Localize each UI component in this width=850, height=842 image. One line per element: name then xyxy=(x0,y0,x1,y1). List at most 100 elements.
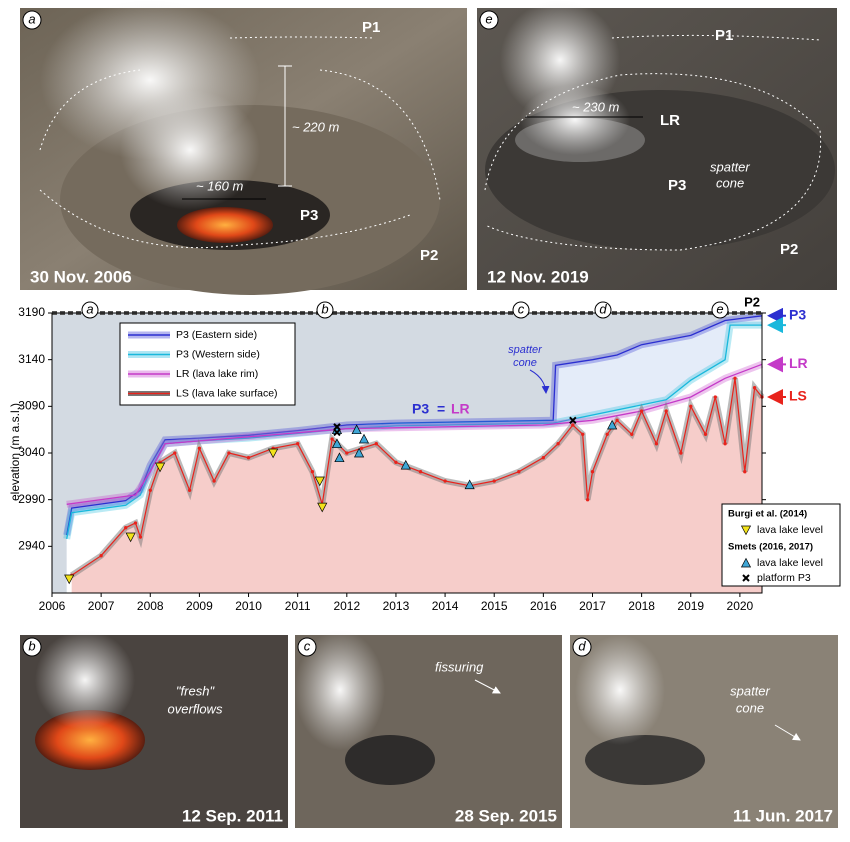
x-tick-label: 2011 xyxy=(285,599,311,613)
photo-b: b "fresh" overflows 12 Sep. 2011 xyxy=(20,630,288,828)
annotation: P3 xyxy=(412,401,429,417)
photo-marker xyxy=(594,301,612,319)
photo-label: cone xyxy=(716,175,744,190)
x-tick-label: 2019 xyxy=(677,599,704,613)
photo-d: d spatter cone 11 Jun. 2017 xyxy=(570,635,838,828)
triangle-up-marker xyxy=(351,424,362,435)
legend-box xyxy=(721,503,841,587)
legend-label: P3 (Eastern side) xyxy=(176,329,257,341)
x-marker xyxy=(333,423,341,431)
x-tick-label: 2014 xyxy=(432,599,459,613)
photo-c: c fissuring 28 Sep. 2015 xyxy=(295,630,562,828)
photo-marker xyxy=(81,301,99,319)
photo-marker-label: a xyxy=(86,301,93,316)
photo-label: fissuring xyxy=(435,659,484,674)
annotation: spatter xyxy=(508,344,543,356)
photo-label: P3 xyxy=(300,207,318,224)
photo-date: 12 Nov. 2019 xyxy=(487,267,589,286)
triangle-down-marker xyxy=(125,532,136,543)
x-tick-label: 2012 xyxy=(333,599,360,613)
legend-label: P3 (Western side) xyxy=(176,348,260,360)
x-tick-label: 2007 xyxy=(88,599,115,613)
photo-letter: d xyxy=(578,638,586,653)
x-tick-label: 2017 xyxy=(579,599,606,613)
triangle-up-marker xyxy=(354,447,365,458)
photo-marker xyxy=(711,301,729,319)
x-tick-label: 2010 xyxy=(235,599,262,613)
triangle-up-marker xyxy=(334,452,345,463)
legend-label: LS (lava lake surface) xyxy=(176,387,278,399)
x-tick-label: 2006 xyxy=(39,599,66,613)
photo-label: "fresh" xyxy=(176,683,216,698)
photo-label: P3 xyxy=(668,177,686,194)
x-tick-label: 2009 xyxy=(186,599,213,613)
photo-date: 30 Nov. 2006 xyxy=(30,267,132,286)
chart: P2 2940 2990 3040 3090 3140 3190 2006 2007 2008 20… xyxy=(18,294,841,613)
photo-letter: e xyxy=(485,11,492,26)
legend-title: Smets (2016, 2017) xyxy=(728,542,813,553)
triangle-up-marker xyxy=(607,419,618,430)
photo-date: 28 Sep. 2015 xyxy=(455,806,557,825)
photo-a: a P1 ~ 220 m ~ 160 m P3 P2 30 Nov. 2006 xyxy=(20,0,467,295)
x-marker xyxy=(333,428,341,437)
x-tick-label: 2008 xyxy=(137,599,164,613)
photo-label: ~ 220 m xyxy=(292,119,340,134)
x-tick-label: 2016 xyxy=(530,599,557,613)
annotation: cone xyxy=(513,357,537,369)
photo-label: ~ 160 m xyxy=(196,178,244,193)
photo-label: spatter xyxy=(730,683,770,698)
y-tick-label: 3040 xyxy=(18,445,45,459)
photo-label: P1 xyxy=(715,27,733,44)
x-marker xyxy=(569,416,577,425)
photo-date: 12 Sep. 2011 xyxy=(182,806,283,825)
y-tick-label: 3190 xyxy=(18,305,45,319)
triangle-down-marker xyxy=(268,448,279,459)
triangle-up-marker xyxy=(358,433,370,444)
photo-marker-label: c xyxy=(518,301,525,316)
y-tick-label: 3140 xyxy=(18,352,45,366)
y-tick-label: 2940 xyxy=(18,539,45,553)
photo-label: LR xyxy=(660,112,680,129)
legend-label: platform P3 xyxy=(757,572,811,584)
triangle-down-marker xyxy=(155,462,166,473)
photo-marker-label: d xyxy=(599,301,607,316)
triangle-up-marker xyxy=(331,438,343,449)
triangle-down-marker xyxy=(314,476,325,487)
y-tick-label: 2990 xyxy=(18,492,45,506)
end-label: P3 xyxy=(789,307,806,323)
photo-letter: a xyxy=(28,11,35,26)
y-axis-title: elevation (m a.s.l.) xyxy=(8,403,22,501)
photo-marker xyxy=(512,301,530,319)
y-tick-label: 3090 xyxy=(18,399,45,413)
photo-label: spatter xyxy=(710,159,750,174)
triangle-down-marker xyxy=(64,574,75,585)
x-tick-label: 2013 xyxy=(383,599,410,613)
marker-legend: Burgi et al. (2014) lava lake level Smets … xyxy=(721,503,841,587)
x-tick-label: 2018 xyxy=(628,599,655,613)
annotation: LR xyxy=(451,401,470,417)
photo-marker-label: b xyxy=(321,301,328,316)
legend-symbol xyxy=(740,525,752,536)
legend-title: Burgi et al. (2014) xyxy=(728,509,807,520)
annotation: = xyxy=(437,401,445,417)
annotation-arrow xyxy=(529,369,550,394)
triangle-up-marker xyxy=(400,459,411,470)
photo-label: P1 xyxy=(362,19,380,36)
legend-symbol xyxy=(742,574,750,582)
legend-label: LR (lava lake rim) xyxy=(176,368,258,380)
legend-symbol xyxy=(740,557,752,568)
line xyxy=(70,376,764,577)
photo-marker-label: e xyxy=(716,301,723,316)
legend-label: lava lake level xyxy=(757,524,823,536)
photo-label: ~ 230 m xyxy=(572,99,620,114)
photo-letter: c xyxy=(304,638,311,653)
photo-label: cone xyxy=(736,700,764,715)
photo-letter: b xyxy=(28,638,35,653)
photo-label: P2 xyxy=(780,241,798,258)
triangle-up-marker xyxy=(464,479,475,490)
triangle-down-marker xyxy=(317,502,328,513)
end-label: LR xyxy=(789,355,808,371)
x-tick-label: 2020 xyxy=(727,599,754,613)
photo-marker xyxy=(316,301,334,319)
